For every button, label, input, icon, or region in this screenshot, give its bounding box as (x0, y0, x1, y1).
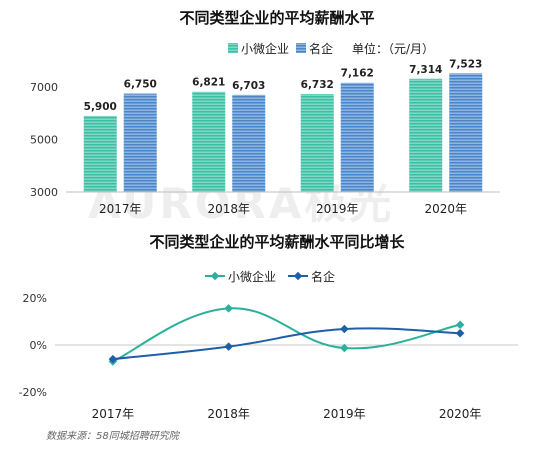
bar-x-tick-label: 2020年 (424, 202, 467, 216)
legend-swatch-small-enterprise (228, 43, 238, 53)
line-x-tick-label: 2019年 (323, 407, 366, 421)
bar-small-enterprise (409, 78, 443, 192)
line-x-tick-label: 2017年 (92, 407, 135, 421)
bar-small-enterprise (192, 91, 226, 192)
line-point-small-enterprise (455, 320, 465, 330)
line-point-famous-enterprise (108, 354, 118, 364)
bar-famous-enterprise (232, 94, 266, 192)
bar-y-tick-label: 5000 (30, 134, 58, 147)
bar-y-tick-label: 3000 (30, 186, 58, 199)
legend-marker-famous-enterprise (293, 271, 303, 281)
bar-data-label: 6,821 (192, 77, 225, 89)
bar-data-label: 7,162 (341, 68, 374, 80)
bar-small-enterprise (83, 115, 117, 192)
bar-legend: 小微企业 名企 单位：（元/月） (228, 41, 434, 56)
bar-data-label: 6,732 (301, 79, 334, 91)
line-chart-title: 不同类型企业的平均薪酬水平同比增长 (149, 233, 405, 251)
line-y-tick-label: 0% (30, 339, 47, 352)
line-point-famous-enterprise (340, 324, 349, 334)
bar-famous-enterprise (449, 73, 483, 192)
bar-x-tick-label: 2018年 (207, 202, 250, 216)
source-note: 数据来源：58同城招聘研究院 (46, 430, 181, 442)
bar-data-label: 7,523 (449, 58, 482, 70)
bar-x-tick-label: 2019年 (316, 202, 359, 216)
legend-label-famous-enterprise: 名企 (309, 41, 333, 56)
bar-data-label: 6,750 (124, 79, 157, 91)
legend-swatch-famous-enterprise (296, 43, 306, 53)
bar-data-label: 6,703 (232, 80, 265, 92)
bar-famous-enterprise (340, 82, 374, 192)
bar-x-tick-label: 2017年 (99, 202, 142, 216)
legend-marker-small-enterprise (210, 271, 220, 281)
legend-label-line-famous-enterprise: 名企 (311, 269, 335, 284)
line-y-tick-label: -20% (19, 386, 47, 399)
line-legend: 小微企业 名企 (205, 269, 335, 284)
bar-chart-title: 不同类型企业的平均薪酬水平 (179, 9, 374, 27)
bar-y-tick-label: 7000 (30, 81, 58, 94)
line-point-small-enterprise (340, 343, 349, 353)
line-chart-plot: 20% 0% -20% 2017年 2018年 2019年 2020年 (19, 292, 518, 421)
line-x-tick-label: 2018年 (207, 407, 250, 421)
bar-data-label: 7,314 (409, 64, 442, 76)
line-point-famous-enterprise (224, 342, 233, 351)
line-point-small-enterprise (224, 304, 233, 313)
bar-small-enterprise (300, 94, 334, 192)
bar-chart-plot: 7000 5000 3000 5,900 6,750 2017年 6,821 6,703 201… (30, 58, 500, 216)
line-series-famous-enterprise (112, 327, 461, 361)
legend-label-small-enterprise: 小微企业 (241, 41, 289, 56)
line-point-famous-enterprise (455, 329, 465, 338)
line-x-tick-label: 2020年 (439, 407, 482, 421)
unit-label: 单位：（元/月） (352, 41, 434, 56)
line-series-small-enterprise (112, 307, 461, 363)
line-y-tick-label: 20% (23, 292, 47, 305)
legend-label-line-small-enterprise: 小微企业 (228, 269, 276, 284)
bar-data-label: 5,900 (84, 101, 117, 113)
bar-famous-enterprise (123, 93, 157, 192)
